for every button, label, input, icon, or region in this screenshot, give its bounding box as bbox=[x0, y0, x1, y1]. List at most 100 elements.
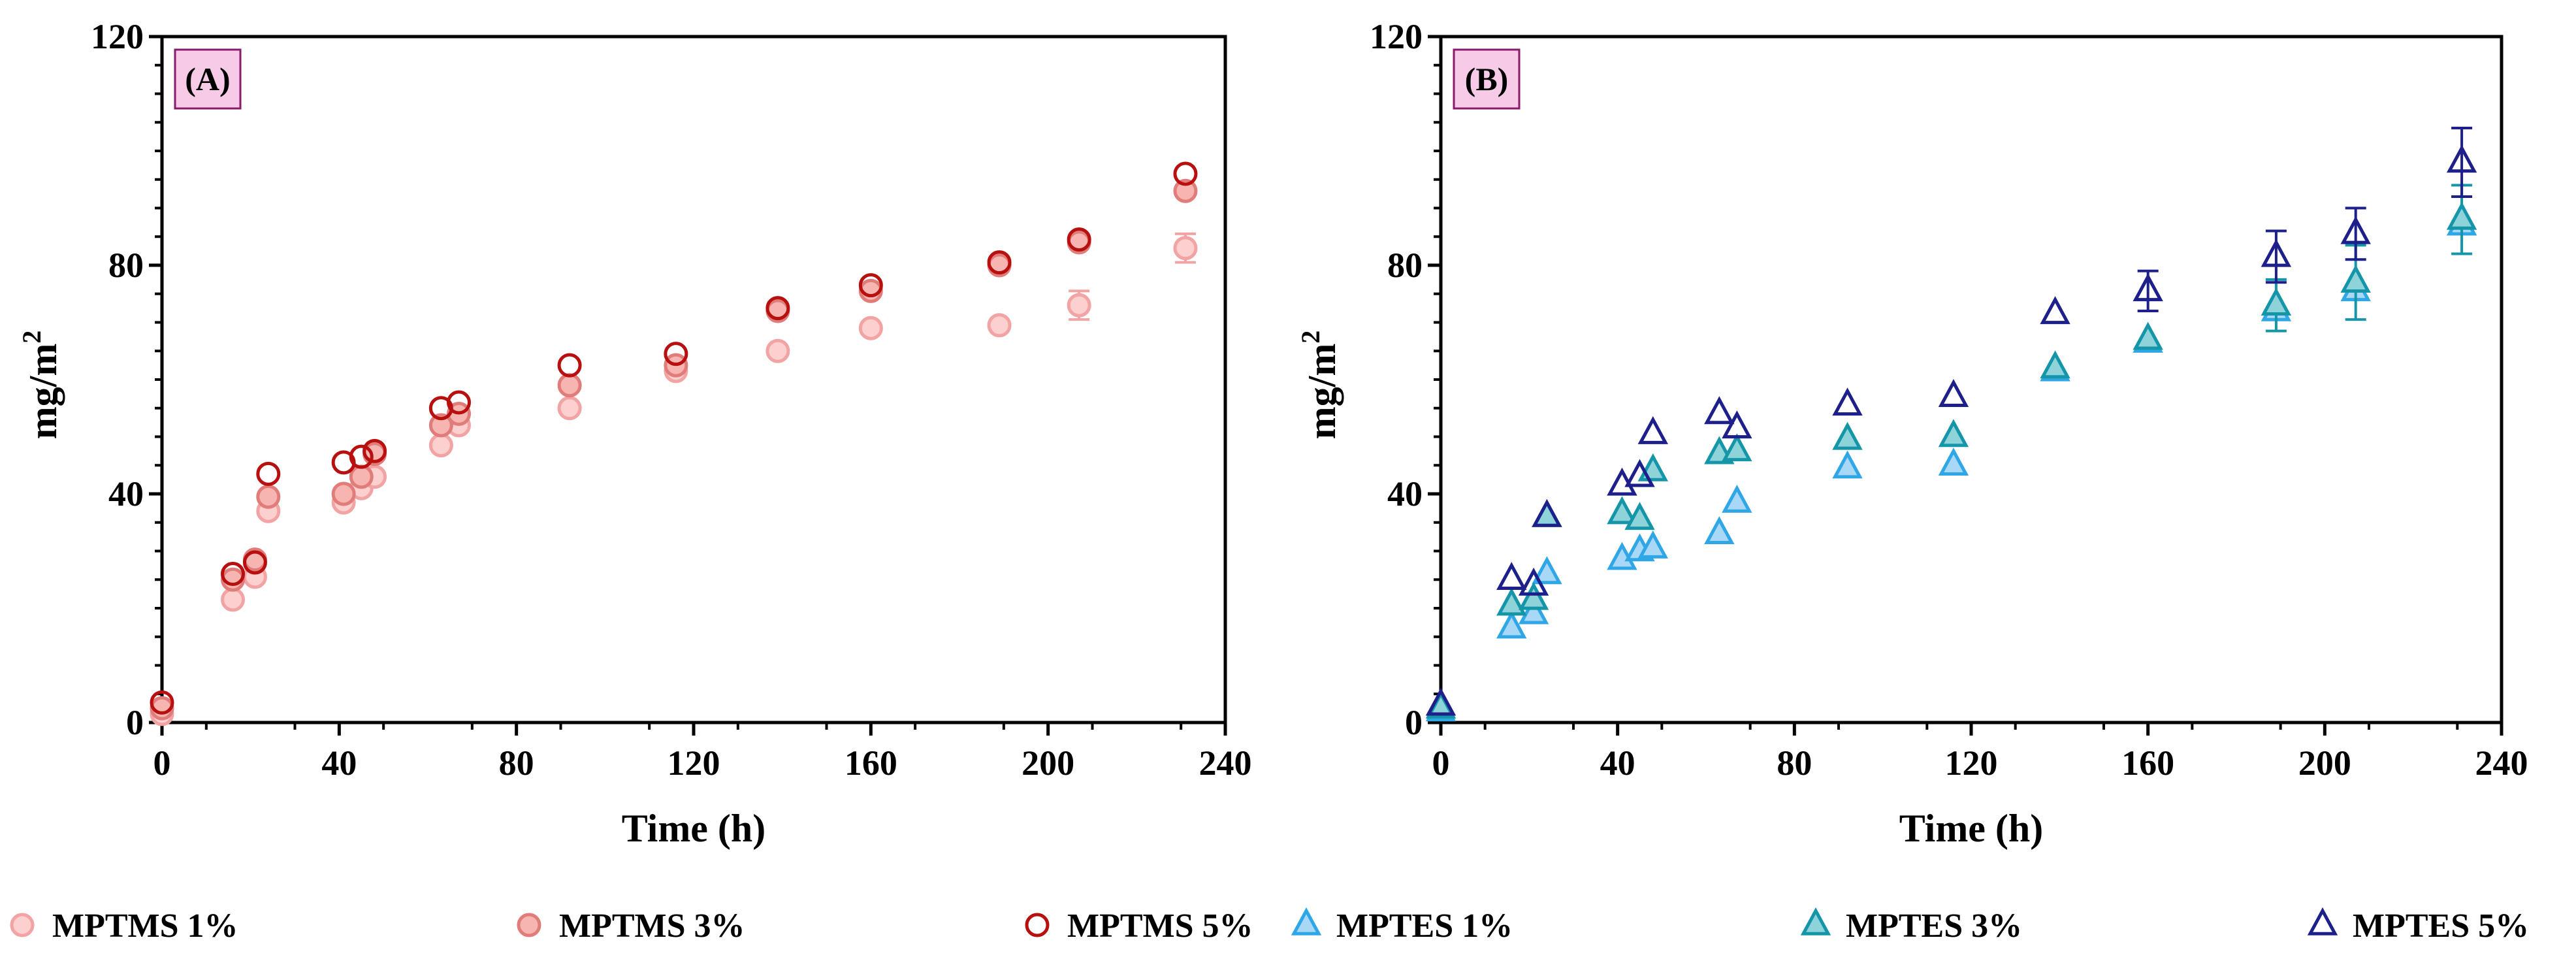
panel-a-data-point bbox=[858, 273, 883, 298]
panel-a-data-point bbox=[765, 338, 790, 363]
panel-a-series-2 bbox=[150, 178, 1198, 721]
legend-label: MPTMS 1% bbox=[52, 907, 238, 945]
panel-a-data-point bbox=[1173, 236, 1198, 261]
panel-b-y-tick-label: 120 bbox=[1370, 17, 1423, 56]
legend-marker bbox=[1025, 913, 1050, 937]
legend: MPTMS 1% MPTMS 3% MPTMS 5% MPTES 1% MPTES 3%… bbox=[10, 907, 2529, 945]
panel-b-y-axis-title: mg/m2 bbox=[1296, 331, 1344, 440]
panel-b-x-tick-label: 0 bbox=[1432, 743, 1450, 783]
panel-b-data-point bbox=[1532, 498, 1562, 527]
panel-a-y-tick-label: 120 bbox=[91, 17, 144, 56]
legend-marker bbox=[1800, 907, 1831, 935]
panel-b-x-tick-label: 160 bbox=[2121, 743, 2174, 783]
panel-b-data-point bbox=[1518, 567, 1549, 596]
legend-label: MPTES 1% bbox=[1336, 907, 1513, 945]
panel-a-data-point bbox=[987, 313, 1012, 338]
panel-b-data-point bbox=[1624, 459, 1655, 487]
panel-a-data-point bbox=[349, 444, 374, 469]
panel-b-data-point bbox=[1832, 421, 1863, 450]
panel-a-tag-box bbox=[174, 48, 242, 110]
panel-b-data-point bbox=[1704, 516, 1735, 545]
panel-b-data-point bbox=[2340, 216, 2371, 244]
panel-a-data-point bbox=[221, 587, 246, 612]
panel-b-y-tick-label: 80 bbox=[1387, 246, 1423, 285]
panel-b-data-point bbox=[2133, 321, 2163, 350]
legend-item: MPTMS 1% bbox=[10, 907, 238, 945]
panel-a-data-point bbox=[1173, 178, 1198, 203]
panel-a-data-point bbox=[557, 396, 582, 421]
panel-a-data-point bbox=[150, 690, 174, 715]
panel-a-x-tick-label: 0 bbox=[153, 743, 171, 783]
panel-b-x-axis-title: Time (h) bbox=[1899, 807, 2044, 850]
panel-a-data-point bbox=[428, 433, 453, 458]
panel-b-data-point bbox=[1496, 562, 1527, 591]
legend-marker bbox=[2307, 907, 2338, 935]
panel-a-data-point bbox=[557, 373, 582, 398]
panel-b-data-point bbox=[1532, 498, 1562, 527]
panel-b-data-point bbox=[2133, 273, 2163, 302]
panel-a-y-axis-title: mg/m2 bbox=[17, 331, 65, 440]
panel-b-data-point bbox=[2446, 144, 2477, 173]
panel-a-tag: (A) bbox=[185, 61, 230, 97]
legend-label: MPTES 3% bbox=[1846, 907, 2022, 945]
panel-a-x-axis-title: Time (h) bbox=[622, 807, 766, 850]
panel-a-data-point bbox=[428, 413, 453, 438]
panel-b-data-point bbox=[1722, 410, 1752, 439]
panel-b-x-tick-label: 40 bbox=[1600, 743, 1635, 783]
panel-a-data-point bbox=[858, 316, 883, 340]
panel-a-data-point bbox=[242, 550, 267, 575]
panel-a-data-point bbox=[765, 296, 790, 321]
panel-b-data-point bbox=[1518, 596, 1549, 625]
panel-b-series-2 bbox=[1425, 184, 2477, 719]
panel-a-x-tick-label: 40 bbox=[321, 743, 357, 783]
panel-b-data-point bbox=[1832, 450, 1863, 479]
panel-a-data-point bbox=[362, 438, 387, 463]
legend-item: MPTMS 3% bbox=[517, 907, 745, 945]
panel-b-data-point bbox=[1518, 581, 1549, 610]
panel-a-data-point bbox=[331, 481, 356, 506]
panel-b-data-point bbox=[1832, 387, 1863, 416]
legend-item: MPTES 5% bbox=[2307, 907, 2529, 945]
legend-item: MPTMS 5% bbox=[1025, 907, 1253, 945]
panel-a-plot-frame bbox=[160, 35, 1227, 724]
legend-item: MPTES 1% bbox=[1291, 907, 1513, 945]
panel-a-y-tick-label: 0 bbox=[126, 703, 144, 742]
panel-b-series-1 bbox=[1425, 207, 2477, 722]
panel-a-data-point bbox=[256, 461, 281, 486]
panel-b-data-point bbox=[1938, 419, 1969, 447]
panel-b-data-point bbox=[1704, 396, 1735, 425]
panel-a-data-point bbox=[446, 390, 471, 415]
panel-b-data-point bbox=[1722, 433, 1752, 462]
panel-a-y-tick-label: 80 bbox=[108, 246, 144, 285]
panel-b-data-point bbox=[2340, 265, 2371, 293]
panel-b-x-tick-label: 120 bbox=[1945, 743, 1998, 783]
panel-a-data-point bbox=[256, 484, 281, 509]
panel-b-chart: 0 40 80 120 160 200 240 0 40 80 120 Time (h) mg/m2 (B… bbox=[1296, 17, 2528, 850]
panel-a-chart: 0 40 80 120 160 200 240 0 40 80 120 Time (h) mg/m2 (A… bbox=[17, 17, 1252, 850]
panel-b-data-point bbox=[1938, 447, 1969, 476]
legend-marker bbox=[10, 913, 35, 937]
panel-b-data-point bbox=[1722, 485, 1752, 513]
panel-a-y-tick-label: 40 bbox=[108, 474, 144, 513]
panel-a-data-point bbox=[1067, 227, 1091, 252]
panel-b-data-point bbox=[2446, 201, 2477, 230]
panel-b-y-tick-label: 40 bbox=[1387, 474, 1423, 513]
panel-a-x-tick-label: 200 bbox=[1022, 743, 1074, 783]
panel-a-x-tick-label: 80 bbox=[499, 743, 534, 783]
panel-a-series-3 bbox=[150, 161, 1198, 715]
panel-b-data-point bbox=[2040, 296, 2070, 325]
panel-b-data-point bbox=[1607, 496, 1637, 525]
panel-b-data-point bbox=[1624, 502, 1655, 530]
legend-label: MPTMS 3% bbox=[559, 907, 745, 945]
panel-b-plot-frame bbox=[1439, 35, 2504, 724]
panel-b-tag: (B) bbox=[1465, 61, 1509, 97]
legend-marker bbox=[1291, 907, 1322, 935]
panel-a-y-axis-title-superscript: 2 bbox=[17, 331, 46, 344]
panel-b-data-point bbox=[2261, 238, 2292, 267]
panel-b-y-tick-label: 0 bbox=[1405, 703, 1423, 742]
panel-b-y-axis-title-superscript: 2 bbox=[1296, 331, 1325, 344]
panel-b-data-point bbox=[2261, 287, 2292, 316]
panel-a-data-point bbox=[1173, 161, 1198, 186]
legend-item: MPTES 3% bbox=[1800, 907, 2022, 945]
